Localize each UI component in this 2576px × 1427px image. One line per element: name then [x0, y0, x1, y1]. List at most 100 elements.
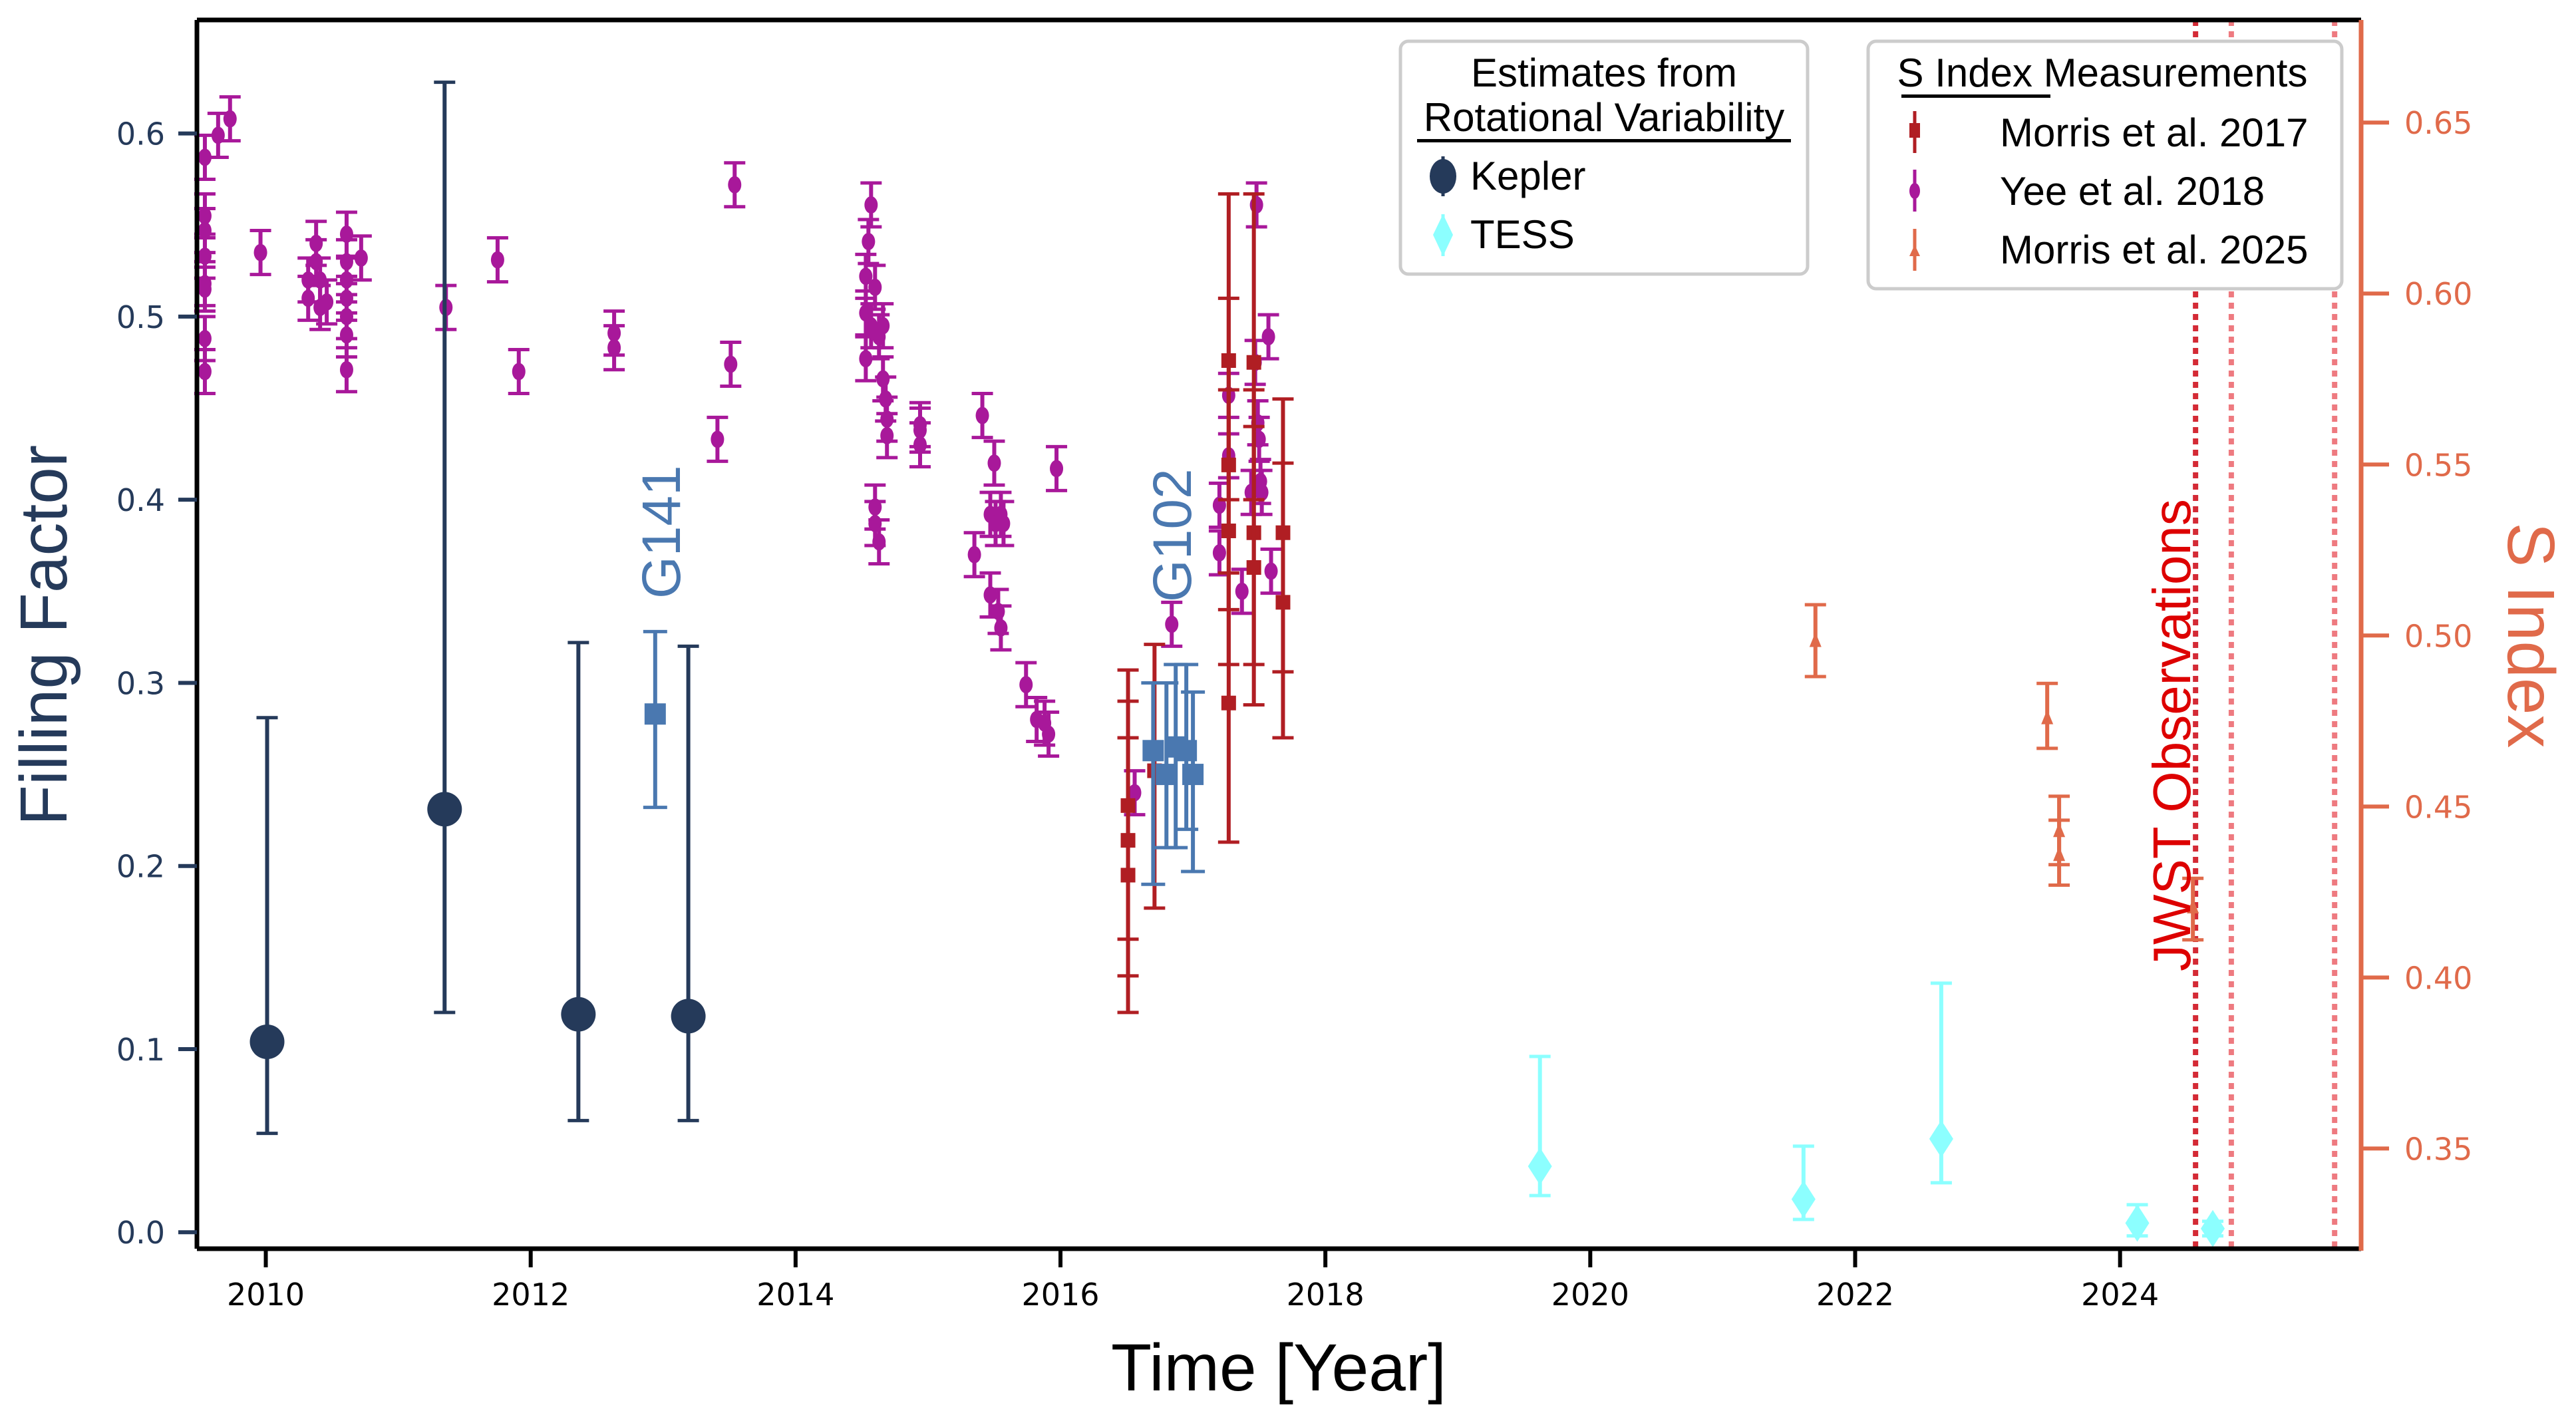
yee-et-al-2018-point	[316, 278, 338, 326]
marker-triangle	[2041, 709, 2054, 724]
marker-triangle	[2053, 846, 2066, 862]
marker-diamond	[2125, 1204, 2150, 1242]
x-tick-label: 2014	[756, 1277, 834, 1313]
y-tick-label: 0.4	[116, 482, 165, 518]
y-tick-label: 0.1	[116, 1032, 165, 1068]
marker-circle	[1212, 544, 1226, 562]
marker-circle	[1253, 472, 1267, 490]
x-tick-label: 2018	[1287, 1277, 1365, 1313]
marker-square	[1275, 595, 1291, 610]
legend-marker-kepler	[1430, 156, 1456, 196]
marker-circle	[339, 326, 353, 344]
marker-circle	[198, 363, 212, 381]
marker-square	[1246, 560, 1261, 575]
axes: 2010 2012 2014 2016 2018 2020 2022 2024 0.0 0.1 0.…	[116, 17, 2472, 1313]
yee-et-al-2018-point	[1038, 710, 1060, 758]
yee-et-al-2018-point	[707, 415, 728, 463]
marker-square	[1221, 523, 1236, 538]
x-tick-label: 2022	[1816, 1277, 1894, 1313]
yee-et-al-2018-point	[486, 236, 508, 284]
marker-square	[1120, 868, 1136, 883]
marker-square	[1182, 764, 1204, 786]
marker-circle	[1261, 328, 1275, 346]
marker-circle	[607, 339, 621, 357]
yee-et-al-2018-point	[990, 490, 1012, 538]
marker-circle	[301, 289, 315, 307]
y2-tick-label: 0.40	[2404, 960, 2472, 996]
yee-et-al-2018-point	[603, 324, 625, 372]
y2-tick-label: 0.50	[2404, 618, 2472, 654]
marker-circle	[253, 243, 267, 261]
marker-circle	[728, 176, 742, 194]
marker-square	[1142, 740, 1164, 762]
legend-title-line-1: Estimates from	[1471, 51, 1737, 95]
legend-s-index: S Index Measurements Morris et al. 2017 …	[1866, 39, 2344, 291]
morris-et-al-2017-point	[1117, 736, 1139, 1015]
marker-square	[644, 703, 666, 725]
marker-circle	[864, 196, 878, 214]
marker-circle	[427, 792, 462, 827]
marker-circle	[1050, 460, 1064, 478]
marker-circle	[876, 317, 890, 335]
y2-tick-label: 0.55	[2404, 447, 2472, 483]
legend-marker-tess	[1433, 214, 1453, 256]
yee-et-al-2018-point	[720, 340, 742, 389]
marker-circle	[859, 267, 873, 285]
marker-triangle	[2187, 898, 2199, 913]
yee-et-al-2018-point	[858, 218, 880, 265]
yee-et-al-2018-point	[219, 95, 241, 143]
marker-circle	[967, 546, 981, 563]
yee-et-al-2018-point	[1161, 600, 1183, 648]
marker-diamond	[2201, 1209, 2225, 1247]
yee-et-al-2018-point	[983, 439, 1005, 487]
legend-entry-morris-2025: Morris et al. 2025	[2000, 228, 2309, 272]
legend-rotational-variability: Estimates from Rotational Variability Ke…	[1398, 39, 1810, 276]
marker-circle	[872, 533, 886, 551]
legend-marker-yee-2018	[1909, 170, 1920, 212]
marker-circle	[249, 1024, 285, 1059]
marker-circle	[975, 406, 989, 424]
y-tick-label: 0.2	[116, 849, 165, 885]
y-tick-label: 0.6	[116, 116, 165, 152]
yee-et-al-2018-point	[508, 347, 530, 396]
kepler-point	[671, 644, 706, 1122]
yee-et-al-2018-point	[1260, 548, 1282, 595]
marker-circle	[711, 430, 724, 448]
tess-point	[1791, 1144, 1816, 1221]
marker-circle	[994, 619, 1008, 637]
marker-circle	[490, 251, 504, 269]
kepler-point	[427, 80, 462, 1015]
yee-et-al-2018-point	[305, 220, 327, 267]
marker-square	[1156, 764, 1178, 786]
morris-et-al-2025-point	[2036, 681, 2058, 750]
marker-circle	[1019, 676, 1033, 694]
x-tick-label: 2010	[227, 1277, 305, 1313]
x-tick-label: 2016	[1021, 1277, 1099, 1313]
yee-et-al-2018-point	[868, 518, 890, 566]
legend-entry-yee-2018: Yee et al. 2018	[2000, 169, 2265, 214]
annotation-g141: G141	[631, 465, 692, 599]
yee-et-al-2018-point	[1015, 661, 1037, 709]
x-tick-label: 2012	[492, 1277, 569, 1313]
annotation-g102: G102	[1142, 468, 1203, 602]
x-axis-label: Time [Year]	[1111, 1331, 1446, 1405]
yee-et-al-2018-point	[1231, 567, 1253, 615]
yee-et-al-2018-point	[876, 412, 898, 460]
yee-et-al-2018-point	[724, 161, 746, 209]
legend-entry-tess: TESS	[1470, 212, 1575, 257]
y2-tick-label: 0.65	[2404, 105, 2472, 141]
marker-circle	[1042, 725, 1056, 743]
marker-circle	[880, 426, 894, 444]
tess-point	[1528, 1054, 1552, 1197]
morris-et-al-2025-point	[1804, 603, 1826, 679]
legend-entry-morris-2017: Morris et al. 2017	[2000, 110, 2309, 155]
x-tick-label: 2024	[2081, 1277, 2159, 1313]
legend-marker-morris-2025	[1909, 229, 1920, 271]
marker-circle	[868, 278, 882, 296]
marker-diamond	[1528, 1148, 1552, 1186]
yee-et-al-2018-point	[1245, 181, 1267, 229]
legend-title-s-index: S Index Measurements	[1897, 51, 2308, 95]
marker-circle	[1264, 562, 1278, 580]
marker-square	[1246, 355, 1261, 370]
